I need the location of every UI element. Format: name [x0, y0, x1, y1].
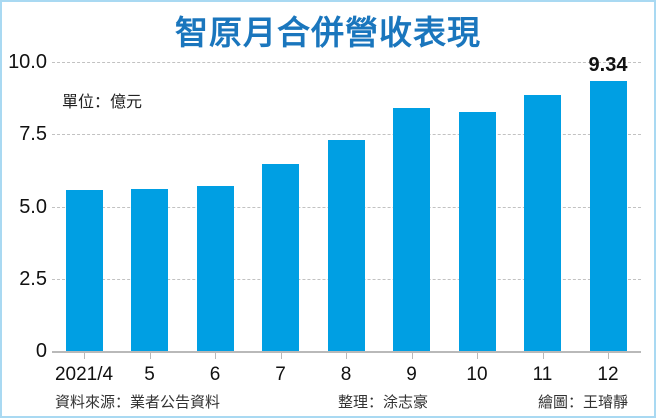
graphic-by-note: 繪圖：王璿靜 — [538, 393, 629, 411]
gridline-7-5 — [52, 134, 641, 135]
bar-12 — [589, 81, 627, 351]
x-tick — [346, 352, 347, 359]
chart-title: 智原月合併營收表現 — [175, 13, 481, 52]
bar-7 — [262, 164, 299, 351]
x-label: 7 — [275, 364, 286, 385]
x-tick — [542, 352, 544, 359]
source-note: 資料來源：業者公告資料 — [55, 393, 221, 411]
unit-label: 單位：億元 — [62, 92, 143, 111]
x-label: 2021/4 — [54, 364, 114, 385]
bar-value-label: 9.34 — [588, 54, 628, 77]
x-label: 5 — [144, 364, 155, 385]
bar-2021-4 — [65, 190, 103, 351]
x-label: 11 — [532, 364, 553, 385]
y-tick-0: 0 — [35, 340, 47, 362]
x-tick — [149, 352, 151, 359]
x-tick — [411, 352, 413, 359]
x-axis-line — [52, 351, 641, 353]
bar-5 — [131, 189, 168, 351]
x-label: 8 — [340, 364, 352, 385]
x-label: 9 — [406, 364, 417, 385]
bar-8 — [327, 140, 365, 351]
x-label: 10 — [466, 364, 488, 385]
x-tick — [84, 352, 85, 359]
y-tick-5: 5.0 — [19, 196, 47, 218]
x-tick — [608, 352, 609, 359]
y-tick-10: 10.0 — [8, 51, 47, 73]
bar-6 — [196, 186, 234, 351]
x-tick — [280, 352, 282, 359]
y-tick-2-5: 2.5 — [19, 268, 47, 290]
x-tick — [215, 352, 216, 359]
gridline-10 — [52, 62, 641, 63]
x-label: 12 — [597, 364, 619, 385]
bar-9 — [393, 108, 430, 351]
bar-10 — [458, 111, 496, 351]
y-tick-7-5: 7.5 — [19, 123, 47, 145]
x-label: 6 — [209, 364, 221, 385]
bar-11 — [524, 94, 561, 351]
compiled-by-note: 整理：涂志豪 — [338, 393, 429, 411]
x-tick — [477, 352, 478, 359]
